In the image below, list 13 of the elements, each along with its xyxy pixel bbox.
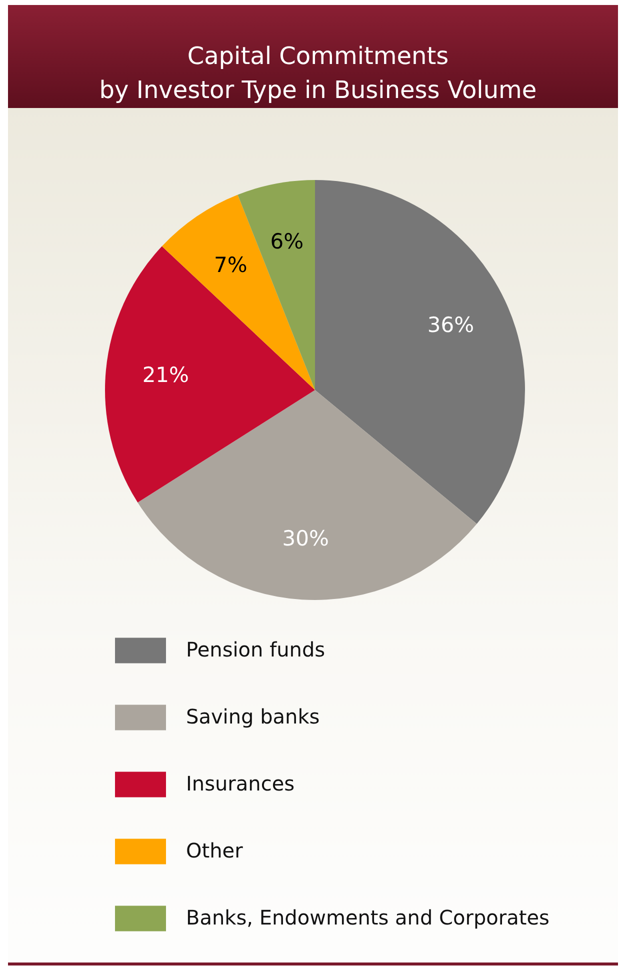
data-label: 7% — [214, 252, 248, 277]
data-label: 6% — [270, 230, 304, 254]
chart-title: Capital Commitments by Investor Type in Business Volume — [99, 42, 537, 104]
pie-slice — [315, 180, 525, 524]
data-label: 30% — [282, 526, 329, 551]
legend-label: Other — [186, 838, 244, 862]
legend-label: Banks, Endowments and Corporates — [186, 906, 550, 930]
pie-slice — [138, 390, 477, 600]
legend-label: Saving banks — [186, 704, 320, 728]
data-label: 21% — [142, 362, 190, 387]
legend-label: Pension funds — [186, 638, 326, 662]
data-label: 36% — [427, 313, 474, 338]
legend-label: Insurances — [186, 772, 295, 796]
